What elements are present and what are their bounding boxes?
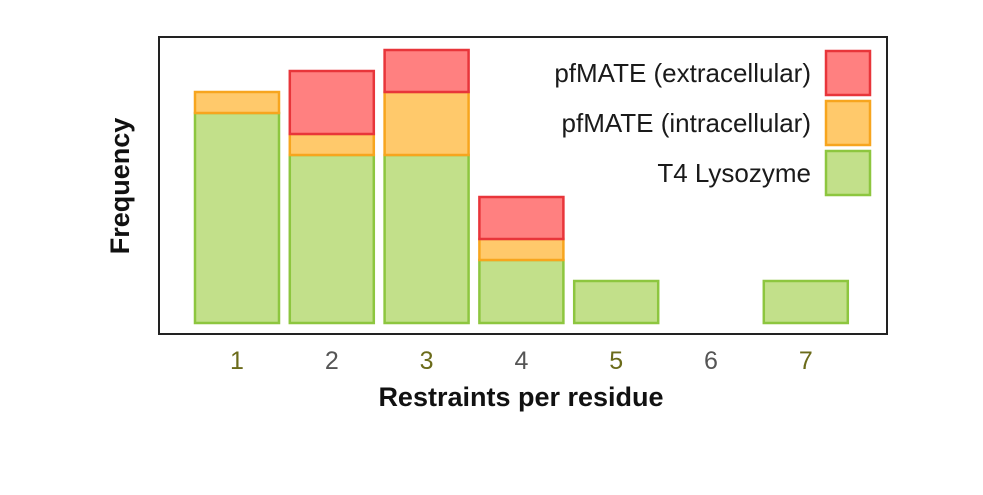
plot-frame — [158, 36, 888, 335]
legend-swatch-pfmate-extracellular — [824, 49, 872, 97]
legend: pfMATE (extracellular) pfMATE (intracellu… — [554, 49, 872, 197]
bar-2-pfmate-intracellular — [288, 132, 376, 157]
bar-1-pfmate-intracellular — [193, 90, 281, 115]
legend-swatch-pfmate-intracellular — [824, 99, 872, 147]
x-tick-label-4: 4 — [514, 347, 528, 375]
x-tick-labels: 1 2 3 4 5 6 7 — [230, 347, 813, 375]
bar-4-t4-lysozyme — [478, 258, 565, 325]
bar-4-pfmate-extracellular — [478, 195, 565, 241]
bar-4-pfmate-intracellular — [478, 237, 565, 262]
bar-1-t4-lysozyme — [193, 111, 281, 325]
y-axis-title: Frequency — [105, 118, 135, 255]
legend-label-t4-lysozyme: T4 Lysozyme — [657, 158, 811, 188]
x-tick-label-1: 1 — [230, 347, 244, 375]
legend-swatch-t4-lysozyme — [824, 149, 872, 197]
x-tick-label-7: 7 — [799, 347, 813, 375]
bar-5-t4-lysozyme — [572, 279, 660, 325]
bar-7-t4-lysozyme — [762, 279, 850, 325]
legend-label-pfmate-extracellular: pfMATE (extracellular) — [554, 58, 811, 88]
legend-label-pfmate-intracellular: pfMATE (intracellular) — [562, 108, 811, 138]
bars-layer — [193, 48, 850, 325]
bar-2-t4-lysozyme — [288, 153, 376, 325]
bar-3-t4-lysozyme — [383, 153, 470, 325]
x-tick-label-5: 5 — [609, 347, 623, 375]
bar-3-pfmate-extracellular — [383, 48, 470, 94]
bar-2-pfmate-extracellular — [288, 69, 376, 136]
bar-3-pfmate-intracellular — [383, 90, 470, 157]
x-tick-label-2: 2 — [325, 347, 339, 375]
x-tick-label-3: 3 — [420, 347, 434, 375]
x-axis-title: Restraints per residue — [378, 382, 663, 412]
x-tick-label-6: 6 — [704, 347, 718, 375]
